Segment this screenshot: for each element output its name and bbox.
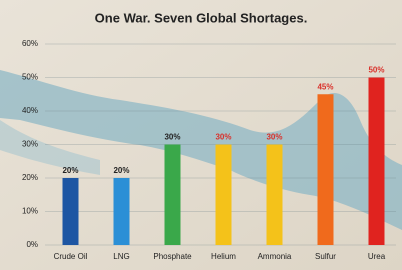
value-label: 20%: [62, 166, 78, 175]
x-tick-label: Ammonia: [258, 252, 292, 261]
y-tick-label: 50%: [22, 73, 38, 82]
y-tick-label: 0%: [26, 240, 38, 249]
value-label: 30%: [215, 133, 231, 142]
y-tick-label: 60%: [22, 39, 38, 48]
bar: [114, 178, 130, 245]
y-tick-label: 10%: [22, 207, 38, 216]
value-label: 20%: [113, 166, 129, 175]
x-tick-label: Helium: [211, 252, 236, 261]
x-tick-label: LNG: [113, 252, 129, 261]
bar: [318, 94, 334, 245]
value-label: 50%: [368, 66, 384, 75]
bar: [267, 145, 283, 246]
value-label: 30%: [164, 133, 180, 142]
value-label: 45%: [317, 82, 333, 91]
bar: [63, 178, 79, 245]
y-tick-label: 40%: [22, 106, 38, 115]
bar: [369, 78, 385, 246]
bar: [216, 145, 232, 246]
y-tick-label: 20%: [22, 173, 38, 182]
chart-title: One War. Seven Global Shortages.: [95, 10, 308, 25]
bar: [165, 145, 181, 246]
x-tick-label: Phosphate: [153, 252, 192, 261]
chart: One War. Seven Global Shortages. 0% 10% 20…: [0, 0, 402, 270]
value-label: 30%: [266, 133, 282, 142]
x-tick-label: Urea: [368, 252, 386, 261]
x-tick-label: Sulfur: [315, 252, 336, 261]
y-tick-label: 30%: [22, 140, 38, 149]
x-tick-label: Crude Oil: [54, 252, 88, 261]
